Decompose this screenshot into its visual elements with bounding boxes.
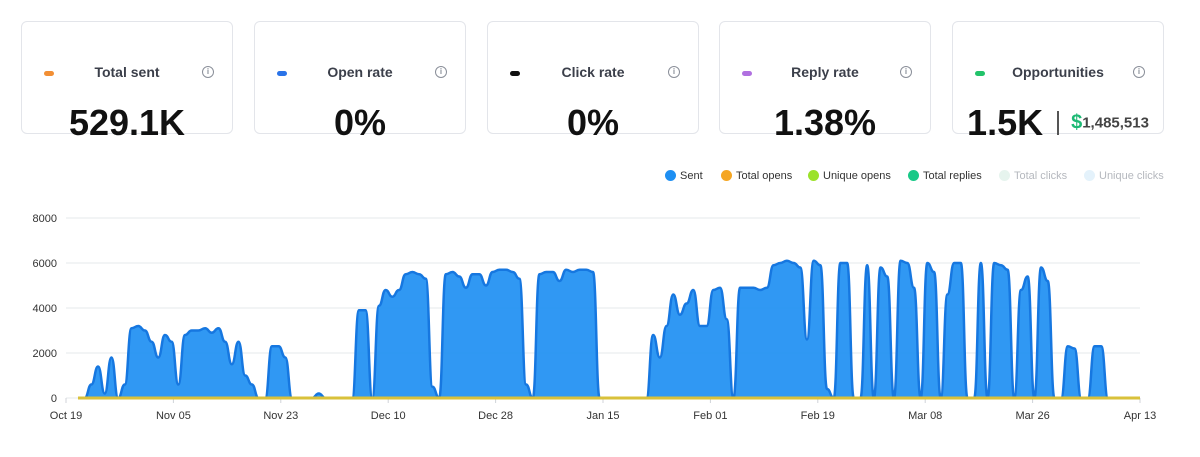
sent-area-chart: 0 2000 4000 6000 8000 Oct 19 Nov 05 Nov 23 Dec … xyxy=(33,213,1157,422)
legend-item-total-clicks[interactable]: Total clicks xyxy=(999,170,1067,182)
metric-cards: Total sent i 529.1K Open rate i 0% Click… xyxy=(0,0,1200,143)
x-tick-label: Apr 13 xyxy=(1124,410,1156,422)
legend-swatch xyxy=(665,170,676,181)
legend-label: Total opens xyxy=(736,170,793,182)
opportunities-values: 1.5K $1,485,513 xyxy=(953,102,1163,144)
x-tick-label: Mar 26 xyxy=(1015,410,1049,422)
opportunities-dot xyxy=(975,71,985,76)
sent-area xyxy=(78,260,1128,398)
open-rate-dot xyxy=(277,71,287,76)
x-tick-label: Feb 01 xyxy=(693,410,727,422)
metric-card-click-rate: Click rate i 0% xyxy=(487,21,699,143)
x-tick-label: Jan 15 xyxy=(586,410,619,422)
info-icon[interactable]: i xyxy=(900,66,912,78)
metric-value: 0% xyxy=(333,102,387,143)
total-sent-dot xyxy=(44,71,54,76)
chart-plot xyxy=(77,259,1140,400)
x-axis: Oct 19 Nov 05 Nov 23 Dec 10 Dec 28 Jan 15 Feb … xyxy=(50,398,1156,422)
y-tick-label: 4000 xyxy=(33,303,57,315)
legend-label: Unique clicks xyxy=(1099,170,1164,182)
x-tick-label: Nov 23 xyxy=(263,410,298,422)
legend-label: Unique opens xyxy=(823,170,891,182)
x-tick-label: Dec 28 xyxy=(478,410,513,422)
chart-legend: Sent Total opens Unique opens Total repl… xyxy=(0,170,1200,186)
legend-item-unique-opens[interactable]: Unique opens xyxy=(808,170,891,182)
y-tick-label: 2000 xyxy=(33,348,57,360)
metric-card-total-sent: Total sent i 529.1K xyxy=(21,21,233,143)
metric-value: 1.5K xyxy=(967,102,1044,143)
divider xyxy=(1057,111,1060,135)
legend-label: Total clicks xyxy=(1014,170,1068,182)
metric-label: Total sent xyxy=(94,64,160,80)
metric-card-reply-rate: Reply rate i 1.38% xyxy=(719,21,931,143)
legend-swatch xyxy=(999,170,1010,181)
metric-value: 0% xyxy=(566,102,620,143)
metric-label: Open rate xyxy=(327,64,393,80)
currency-symbol: $ xyxy=(1071,111,1083,134)
legend-label: Total replies xyxy=(923,170,982,182)
legend-swatch xyxy=(808,170,819,181)
x-tick-label: Feb 19 xyxy=(801,410,835,422)
metric-card-open-rate: Open rate i 0% xyxy=(254,21,466,143)
y-tick-label: 6000 xyxy=(33,258,57,270)
y-axis: 0 2000 4000 6000 8000 xyxy=(33,213,57,405)
y-tick-label: 8000 xyxy=(33,213,57,225)
legend-swatch xyxy=(1084,170,1095,181)
metric-card-opportunities: Opportunities i 1.5K $1,485,513 xyxy=(952,21,1164,143)
info-icon[interactable]: i xyxy=(668,66,680,78)
legend-label: Sent xyxy=(680,170,703,182)
click-rate-dot xyxy=(510,71,520,76)
x-tick-label: Oct 19 xyxy=(50,410,82,422)
legend-swatch xyxy=(721,170,732,181)
legend-item-total-opens[interactable]: Total opens xyxy=(721,170,792,182)
metric-value: 1.38% xyxy=(773,102,877,143)
legend-item-sent[interactable]: Sent xyxy=(665,170,703,182)
info-icon[interactable]: i xyxy=(202,66,214,78)
info-icon[interactable]: i xyxy=(435,66,447,78)
y-tick-label: 0 xyxy=(51,393,57,405)
info-icon[interactable]: i xyxy=(1133,66,1145,78)
metric-value: 529.1K xyxy=(68,102,186,143)
metric-label: Reply rate xyxy=(791,64,859,80)
metric-label: Click rate xyxy=(561,64,625,80)
x-tick-label: Dec 10 xyxy=(371,410,406,422)
opportunities-amount: 1,485,513 xyxy=(1082,114,1149,132)
metric-label: Opportunities xyxy=(1012,64,1104,80)
x-tick-label: Nov 05 xyxy=(156,410,191,422)
x-tick-label: Mar 08 xyxy=(908,410,942,422)
legend-item-unique-clicks[interactable]: Unique clicks xyxy=(1084,170,1164,182)
legend-item-total-replies[interactable]: Total replies xyxy=(908,170,982,182)
legend-swatch xyxy=(908,170,919,181)
reply-rate-dot xyxy=(742,71,752,76)
